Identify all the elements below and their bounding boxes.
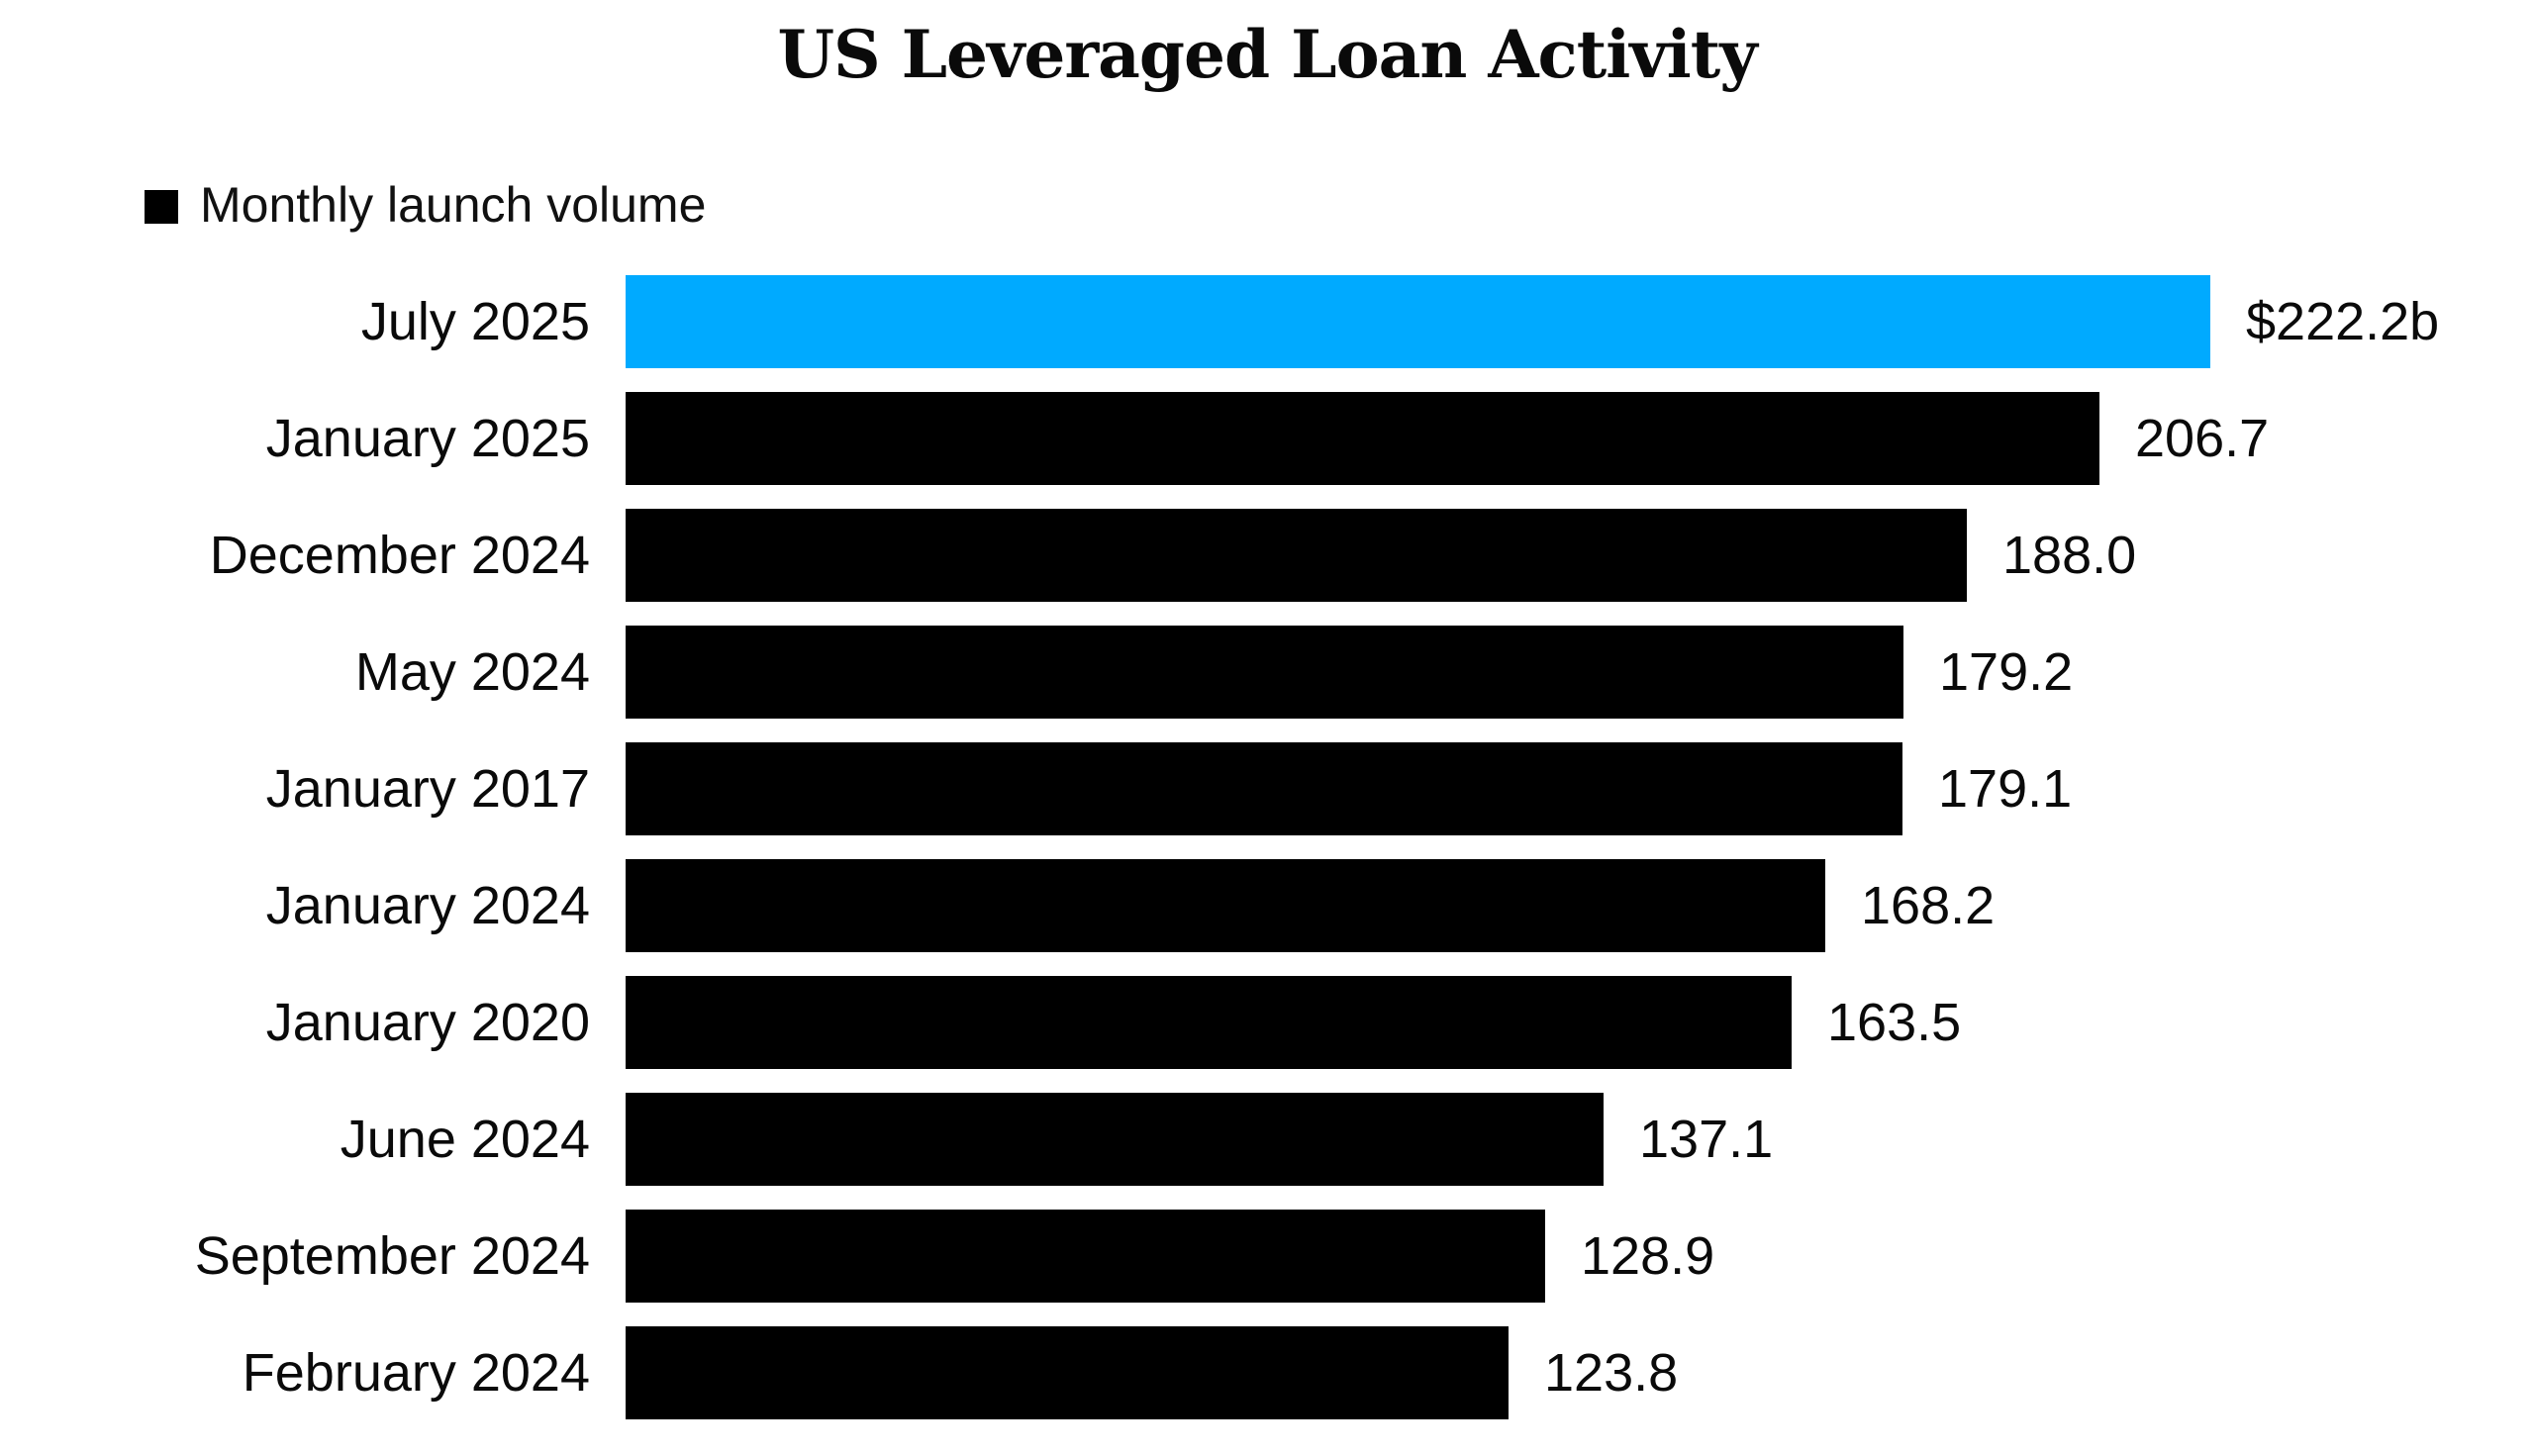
bar-area: 137.1	[626, 1093, 2534, 1186]
legend-swatch-icon	[145, 190, 178, 224]
bar-category-label: May 2024	[354, 642, 590, 702]
bar-value-label: 188.0	[2002, 526, 2137, 585]
bar-value-label: 163.5	[1827, 993, 1962, 1052]
bar-row: September 2024 128.9	[0, 1210, 2534, 1326]
bar	[626, 509, 1967, 602]
bar-category-label: September 2024	[194, 1226, 590, 1286]
bar-row: February 2024 123.8	[0, 1326, 2534, 1443]
bar	[626, 1210, 1545, 1303]
bar-category-label: January 2024	[265, 876, 590, 935]
bar-area: $222.2b	[626, 275, 2534, 368]
bar-value-label: 123.8	[1544, 1343, 1679, 1403]
bar-row: June 2024 137.1	[0, 1093, 2534, 1210]
bar-row: January 2017 179.1	[0, 742, 2534, 859]
bar-area: 168.2	[626, 859, 2534, 952]
bar-value-label: 137.1	[1639, 1110, 1774, 1169]
bar-area: 128.9	[626, 1210, 2534, 1303]
bar-area: 179.2	[626, 626, 2534, 719]
bar	[626, 742, 1902, 835]
bar-category-label: February 2024	[242, 1343, 590, 1403]
bar-category-label: January 2025	[265, 409, 590, 468]
bar-area: 206.7	[626, 392, 2534, 485]
bar-area: 163.5	[626, 976, 2534, 1069]
bar-value-label: 168.2	[1861, 876, 1996, 935]
bar-row: May 2024 179.2	[0, 626, 2534, 742]
bar-row: December 2024 188.0	[0, 509, 2534, 626]
bar-category-label: July 2025	[360, 292, 590, 351]
bar	[626, 859, 1825, 952]
bar-value-label: 179.1	[1938, 759, 2073, 819]
legend-label: Monthly launch volume	[200, 177, 707, 233]
bar	[626, 1093, 1604, 1186]
bar-category-label: December 2024	[209, 526, 590, 585]
bar-row: January 2024 168.2	[0, 859, 2534, 976]
bar-value-label: 179.2	[1939, 642, 2074, 702]
bar-value-label: 206.7	[2135, 409, 2270, 468]
bar-row: July 2025 $222.2b	[0, 275, 2534, 392]
bar-area: 179.1	[626, 742, 2534, 835]
bar-category-label: June 2024	[340, 1110, 590, 1169]
bar-category-label: January 2017	[265, 759, 590, 819]
bar	[626, 1326, 1509, 1419]
bar-value-label: 128.9	[1581, 1226, 1715, 1286]
bar-row: January 2025 206.7	[0, 392, 2534, 509]
bar-area: 123.8	[626, 1326, 2534, 1419]
bar-area: 188.0	[626, 509, 2534, 602]
bar-value-label: $222.2b	[2246, 292, 2440, 351]
page-title: US Leveraged Loan Activity	[777, 16, 1757, 93]
bar	[626, 392, 2099, 485]
bar-highlighted	[626, 275, 2210, 368]
bar-chart: July 2025 $222.2b January 2025 206.7 Decembe…	[0, 275, 2534, 1443]
legend: Monthly launch volume	[145, 180, 706, 234]
bar	[626, 976, 1792, 1069]
bar	[626, 626, 1903, 719]
bar-row: January 2020 163.5	[0, 976, 2534, 1093]
bar-category-label: January 2020	[265, 993, 590, 1052]
